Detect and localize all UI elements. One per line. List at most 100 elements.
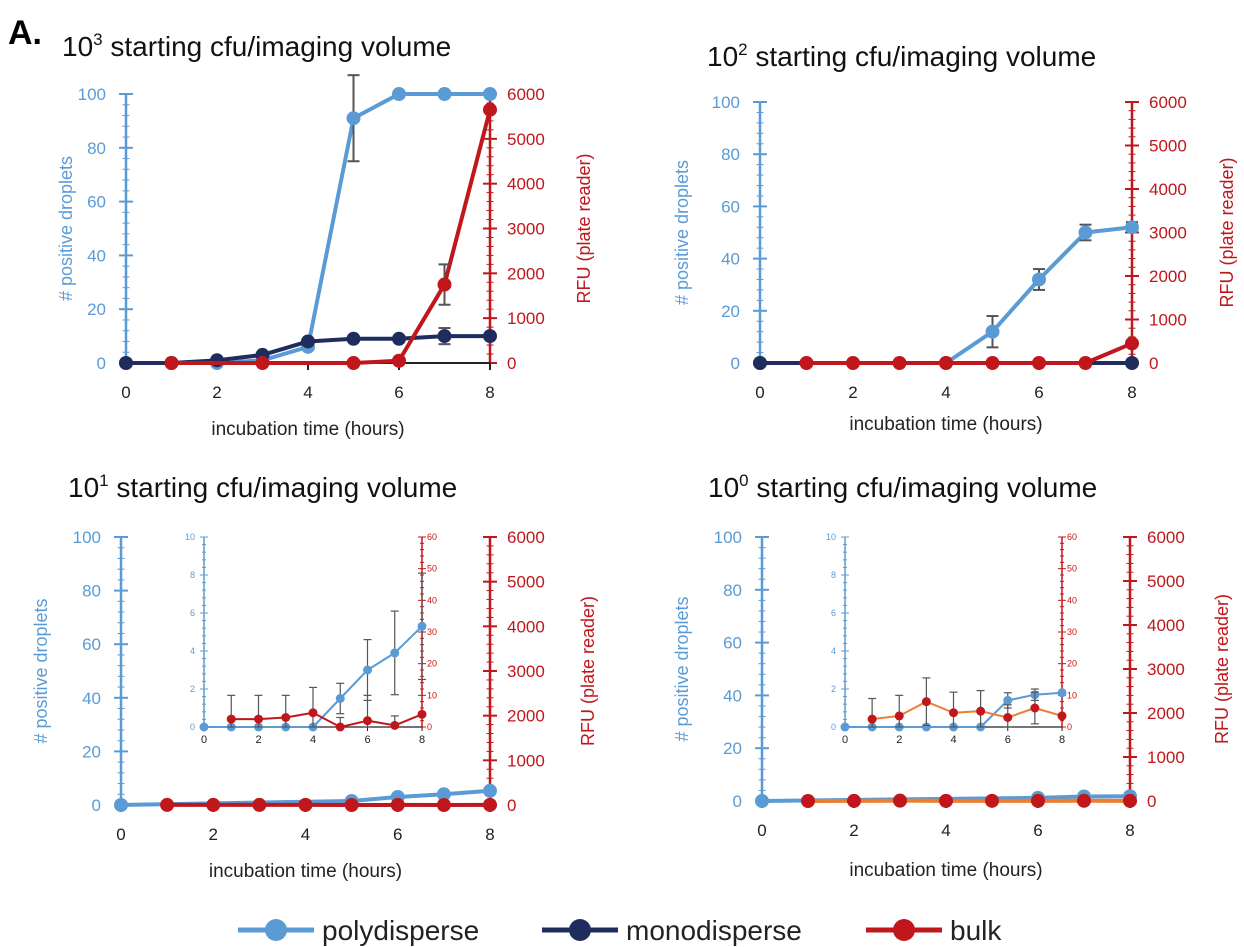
x-tick-label: 6 [1033, 821, 1042, 840]
y-tick-label-left: 20 [87, 300, 106, 319]
point-polydisperse [346, 111, 361, 126]
title-exponent: 0 [739, 471, 748, 490]
y-tick-label-left: 100 [78, 85, 106, 104]
inset-y-tick-label-right: 30 [427, 627, 437, 637]
point-polydisperse [114, 798, 128, 812]
inset-point-bulk [335, 722, 345, 732]
point-bulk [1123, 793, 1137, 808]
point-polydisperse [1032, 272, 1046, 287]
y-tick-label-right: 6000 [1147, 528, 1185, 547]
panel-title: 101 starting cfu/imaging volume [68, 471, 457, 503]
series-line-polydisperse [126, 92, 490, 365]
inset-point-bulk [308, 708, 318, 718]
x-tick-label: 8 [485, 383, 494, 402]
legend-marker-polydisperse [265, 919, 287, 941]
x-tick-label: 8 [1127, 383, 1136, 402]
inset-point-bulk [363, 716, 372, 726]
point-polydisperse [436, 787, 451, 802]
y-tick-label-right: 1000 [507, 751, 545, 770]
x-tick-label: 0 [116, 825, 125, 844]
y-tick-label-right: 6000 [507, 528, 545, 547]
inset-series-line-bulk [231, 711, 423, 728]
y-axis-label-right: RFU (plate reader) [1212, 594, 1232, 744]
point-bulk [801, 794, 815, 808]
inset-point-polydisperse [390, 648, 400, 658]
inset-x-tick-label: 4 [950, 734, 956, 746]
point-bulk [892, 356, 907, 370]
point-bulk [164, 356, 179, 370]
y-tick-label-right: 4000 [1149, 180, 1187, 199]
y-tick-label-right: 5000 [1147, 572, 1185, 591]
inset-point-bulk [281, 713, 291, 722]
title-base: 10 [62, 31, 93, 62]
inset-point-polydisperse [1057, 688, 1067, 698]
inset-y-tick-label-right: 40 [1067, 595, 1077, 605]
y-tick-label-right: 2000 [507, 707, 545, 726]
legend-item-monodisperse: monodisperse [542, 915, 802, 946]
inset-chart: 0 2 4 6 8 10 0 10 20 30 40 50 60 0 2 4 6 8 [826, 532, 1077, 746]
inset-point-bulk [976, 706, 986, 716]
inset-point-polydisperse [840, 722, 850, 732]
y-tick-label-right: 5000 [507, 573, 545, 592]
y-tick-label-right: 3000 [507, 662, 545, 681]
y-tick-label-right: 2000 [1147, 704, 1185, 723]
point-bulk [1077, 793, 1091, 808]
series-line-polydisperse [760, 225, 1133, 365]
legend: polydisperse monodisperse bulk [238, 915, 1002, 946]
point-bulk [344, 798, 359, 812]
legend-label-monodisperse: monodisperse [626, 915, 802, 946]
inset-x-tick-label: 2 [255, 734, 261, 746]
y-tick-label-right: 1000 [1147, 748, 1185, 767]
inset-x-tick-label: 4 [310, 734, 316, 746]
y-tick-label-left: 40 [87, 246, 106, 265]
y-tick-label-right: 0 [1149, 354, 1158, 373]
y-axis-label-left: # positive droplets [31, 598, 51, 743]
point-bulk [483, 102, 497, 117]
title-exponent: 2 [738, 40, 747, 59]
title-exponent: 3 [93, 30, 102, 49]
y-tick-label-left: 40 [723, 686, 742, 705]
inset-y-tick-label-left: 2 [831, 684, 836, 694]
title-base: 10 [68, 472, 99, 503]
inset-point-polydisperse [363, 665, 372, 675]
title-exponent: 1 [99, 471, 108, 490]
chart-panel-4: 100 starting cfu/imaging volume020406080… [672, 471, 1232, 881]
point-bulk [939, 356, 953, 370]
point-bulk [985, 793, 999, 808]
y-tick-label-right: 1000 [1149, 311, 1187, 330]
y-tick-label-left: 0 [92, 796, 101, 815]
point-polydisperse [392, 87, 406, 101]
point-bulk [346, 356, 361, 370]
point-bulk [1032, 356, 1046, 370]
inset-y-tick-label-right: 20 [427, 659, 437, 669]
y-tick-label-right: 4000 [507, 617, 545, 636]
point-bulk [160, 797, 175, 812]
y-tick-label-left: 40 [721, 250, 740, 269]
y-tick-label-right: 2000 [1149, 267, 1187, 286]
point-bulk [436, 798, 451, 812]
point-bulk [206, 797, 221, 812]
x-tick-label: 4 [303, 383, 312, 402]
x-tick-label: 4 [301, 825, 310, 844]
inset-point-polydisperse [417, 621, 427, 631]
point-bulk [799, 356, 814, 370]
point-bulk [298, 797, 313, 812]
y-tick-label-left: 0 [97, 354, 106, 373]
title-rest: starting cfu/imaging volume [109, 472, 458, 503]
y-tick-label-left: 60 [87, 193, 106, 212]
x-axis-label: incubation time (hours) [209, 861, 402, 882]
inset-point-bulk [254, 714, 263, 724]
panel-title: 102 starting cfu/imaging volume [707, 40, 1096, 72]
point-monodisperse [346, 331, 361, 346]
y-tick-label-left: 40 [82, 689, 101, 708]
point-monodisperse [753, 356, 767, 370]
y-tick-label-right: 0 [507, 354, 516, 373]
y-tick-label-left: 100 [712, 93, 740, 112]
y-axis-label-left: # positive droplets [672, 160, 692, 305]
y-tick-label-right: 2000 [507, 264, 545, 283]
x-tick-label: 2 [848, 383, 857, 402]
y-axis-label-left: # positive droplets [672, 596, 692, 741]
legend-marker-monodisperse [569, 919, 591, 941]
y-tick-label-right: 4000 [1147, 616, 1185, 635]
inset-point-bulk [921, 697, 931, 707]
